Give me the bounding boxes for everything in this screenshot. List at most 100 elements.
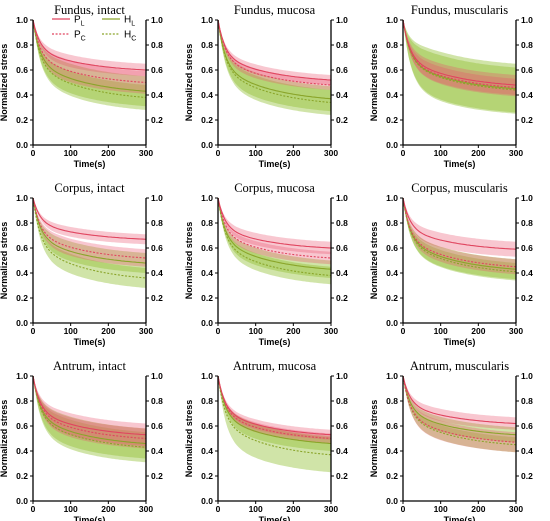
y-tick-label: 0.4 xyxy=(386,90,398,100)
right-y-tick-label: 1.0 xyxy=(521,15,533,25)
right-y-tick-label: 0.2 xyxy=(336,471,348,481)
right-y-tick-label: 0.2 xyxy=(151,293,163,303)
right-y-tick-label: 0.6 xyxy=(521,243,533,253)
band-hl xyxy=(33,20,146,107)
x-tick-label: 0 xyxy=(401,326,406,336)
band-hc xyxy=(33,198,146,288)
panel-title: Fundus, intact xyxy=(54,3,125,17)
x-tick-label: 0 xyxy=(31,148,36,158)
panel-antrum-intact: Antrum, intact 0.0 0.2 0.4 0.6 0.8 1.0 0.2 0.4 0.… xyxy=(0,359,163,521)
band-pl xyxy=(218,198,331,255)
y-tick-label: 0.2 xyxy=(386,471,398,481)
right-y-tick-label: 0.2 xyxy=(336,293,348,303)
band-hc xyxy=(218,20,331,115)
panel-title: Corpus, intact xyxy=(54,181,125,195)
series-line-hc xyxy=(402,197,517,273)
y-tick-label: 0.6 xyxy=(386,421,398,431)
x-tick-label: 300 xyxy=(509,504,523,514)
right-y-tick-label: 0.4 xyxy=(151,268,163,278)
right-y-tick-label: 1.0 xyxy=(336,371,348,381)
series-line-pl xyxy=(217,19,332,81)
series-line-hl xyxy=(32,19,147,92)
x-tick-label: 0 xyxy=(216,504,221,514)
y-axis-label: Normalized stress xyxy=(369,400,379,478)
right-y-tick-label: 0.6 xyxy=(336,243,348,253)
x-tick-label: 200 xyxy=(101,504,115,514)
x-axis-label: Time(s) xyxy=(259,159,291,169)
right-y-tick-label: 0.2 xyxy=(521,471,533,481)
y-tick-label: 0.4 xyxy=(16,446,28,456)
band-pl xyxy=(403,20,516,95)
right-y-tick-label: 0.4 xyxy=(336,446,348,456)
y-tick-label: 0.8 xyxy=(386,218,398,228)
x-tick-label: 300 xyxy=(509,326,523,336)
y-axis-label: Normalized stress xyxy=(0,44,9,122)
panel-title: Antrum, intact xyxy=(53,359,126,373)
band-pl xyxy=(33,20,146,77)
y-axis-label: Normalized stress xyxy=(0,222,9,300)
y-tick-label: 0.2 xyxy=(201,471,213,481)
panel-title: Antrum, muscularis xyxy=(410,359,509,373)
series-line-hl xyxy=(217,197,332,270)
y-tick-label: 0.4 xyxy=(201,268,213,278)
y-tick-label: 0.2 xyxy=(16,471,28,481)
x-tick-label: 100 xyxy=(434,504,448,514)
y-tick-label: 0.4 xyxy=(16,90,28,100)
panel-fundus-intact: Fundus, intact 0.0 0.2 0.4 0.6 0.8 1.0 0.2 0.4 0.… xyxy=(0,3,163,169)
y-tick-label: 0.4 xyxy=(201,446,213,456)
y-tick-label: 1.0 xyxy=(201,15,213,25)
series-line-pc xyxy=(402,375,517,443)
series-line-hc xyxy=(217,19,332,104)
band-hl xyxy=(218,20,331,112)
right-y-tick-label: 0.2 xyxy=(336,115,348,125)
y-axis-label: Normalized stress xyxy=(184,222,194,300)
y-tick-label: 0.8 xyxy=(201,218,213,228)
x-axis-label: Time(s) xyxy=(444,515,476,521)
series-line-pl xyxy=(402,19,517,86)
legend-label-pl: PL xyxy=(74,15,85,28)
x-axis-label: Time(s) xyxy=(74,159,106,169)
band-pc xyxy=(218,20,331,90)
right-y-tick-label: 0.8 xyxy=(521,40,533,50)
series-line-pc xyxy=(402,19,517,89)
panel-title: Corpus, mucosa xyxy=(234,181,315,195)
y-tick-label: 0.8 xyxy=(201,40,213,50)
series-line-pc xyxy=(402,197,517,268)
band-hc xyxy=(403,20,516,113)
x-tick-label: 300 xyxy=(139,326,153,336)
x-tick-label: 0 xyxy=(401,504,406,514)
y-tick-label: 0.0 xyxy=(16,140,28,150)
series-line-pc xyxy=(217,375,332,440)
y-tick-label: 0.6 xyxy=(16,243,28,253)
x-tick-label: 200 xyxy=(286,504,300,514)
band-hc xyxy=(218,376,331,473)
x-tick-label: 300 xyxy=(324,148,338,158)
y-tick-label: 0.2 xyxy=(201,115,213,125)
y-axis-label: Normalized stress xyxy=(184,44,194,122)
right-y-tick-label: 0.8 xyxy=(336,396,348,406)
right-y-tick-label: 0.4 xyxy=(151,446,163,456)
y-tick-label: 0.2 xyxy=(201,293,213,303)
right-y-tick-label: 0.2 xyxy=(521,293,533,303)
x-tick-label: 200 xyxy=(471,148,485,158)
series-line-hl xyxy=(217,19,332,100)
y-tick-label: 0.6 xyxy=(201,65,213,75)
right-y-tick-label: 0.2 xyxy=(151,471,163,481)
series-line-hl xyxy=(402,19,517,90)
y-tick-label: 1.0 xyxy=(201,371,213,381)
band-hc xyxy=(33,20,146,110)
y-tick-label: 0.4 xyxy=(386,268,398,278)
panel-fundus-muscularis: Fundus, muscularis 0.0 0.2 0.4 0.6 0.8 1.0 0.2 0… xyxy=(369,3,533,169)
panel-fundus-mucosa: Fundus, mucosa 0.0 0.2 0.4 0.6 0.8 1.0 0.2 0.4 0.… xyxy=(184,3,348,169)
y-tick-label: 0.8 xyxy=(201,396,213,406)
y-axis-label: Normalized stress xyxy=(184,400,194,478)
y-tick-label: 0.0 xyxy=(201,140,213,150)
band-hl xyxy=(403,376,516,443)
legend: PL HL PC HC xyxy=(52,15,136,43)
x-tick-label: 100 xyxy=(64,148,78,158)
right-y-tick-label: 1.0 xyxy=(151,371,163,381)
x-tick-label: 300 xyxy=(324,326,338,336)
y-tick-label: 0.0 xyxy=(16,318,28,328)
x-tick-label: 300 xyxy=(324,504,338,514)
series-line-hl xyxy=(402,375,517,436)
